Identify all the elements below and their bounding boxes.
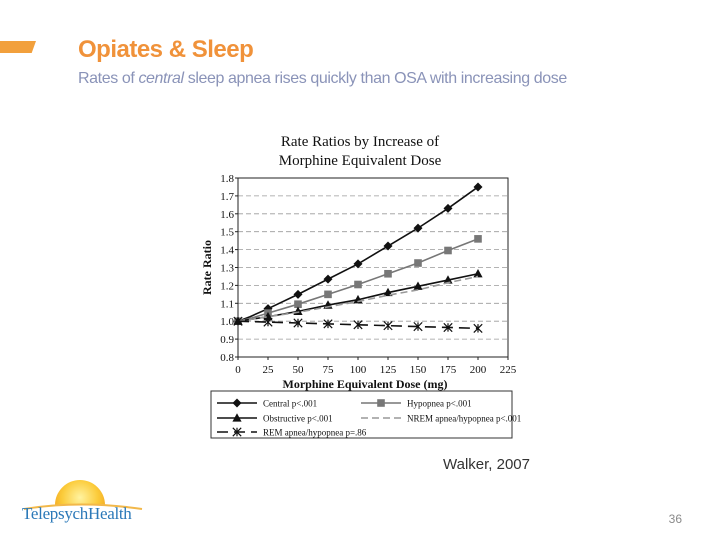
y-tick-label: 1.8 [220, 173, 234, 185]
x-tick-label: 50 [293, 364, 305, 376]
x-tick-label: 25 [263, 364, 275, 376]
series-line-3 [237, 275, 479, 322]
y-tick-label: 0.8 [220, 352, 234, 364]
data-point-0 [353, 259, 363, 269]
x-tick-label: 100 [350, 364, 367, 376]
legend-swatch-marker [377, 399, 385, 407]
series-line-2 [237, 272, 479, 322]
subtitle-post: sleep apnea rises quickly than OSA with … [183, 70, 568, 87]
x-tick-label: 225 [500, 364, 517, 376]
legend-label: NREM apnea/hypopnea p<.001 [407, 414, 521, 424]
subtitle-pre: Rates of [78, 70, 139, 87]
data-point-4 [263, 317, 273, 327]
y-tick-label: 1.1 [220, 298, 234, 310]
y-tick-label: 1.6 [220, 209, 234, 221]
series-line-1 [237, 238, 479, 322]
data-point-2 [263, 311, 273, 321]
y-tick-label: 1.5 [220, 227, 234, 239]
data-point-0 [293, 289, 303, 299]
data-point-2 [443, 275, 453, 284]
chart-title-line: Rate Ratios by Increase of [281, 134, 439, 150]
legend-label: Central p<.001 [263, 399, 317, 409]
y-tick-label: 0.9 [220, 334, 234, 346]
logo-text: TelepsychHealth [22, 504, 132, 523]
citation: Walker, 2007 [443, 456, 530, 473]
x-tick-label: 175 [440, 364, 457, 376]
legend-label: Obstructive p<.001 [263, 414, 333, 424]
x-axis-label: Morphine Equivalent Dose (mg) [283, 377, 448, 391]
data-point-4 [323, 319, 333, 329]
data-point-0 [443, 203, 453, 213]
slide-title: Opiates & Sleep [78, 36, 254, 63]
data-point-1 [294, 300, 302, 308]
data-point-4 [293, 318, 303, 328]
data-point-4 [233, 316, 243, 326]
accent-bar [0, 41, 36, 53]
x-tick-label: 200 [470, 364, 487, 376]
data-point-1 [384, 269, 392, 278]
x-tick-label: 150 [410, 364, 427, 376]
data-point-1 [324, 290, 332, 299]
y-axis-label: Rate Ratio [200, 240, 214, 295]
x-tick-label: 125 [380, 364, 397, 376]
data-point-0 [383, 241, 393, 251]
plot-frame [237, 177, 509, 358]
logo: TelepsychHealth [18, 474, 148, 530]
data-point-0 [323, 274, 333, 284]
y-tick-label: 1.4 [220, 245, 234, 257]
legend-label: Hypopnea p<.001 [407, 399, 472, 409]
data-point-4 [473, 323, 483, 333]
x-tick-label: 0 [235, 364, 241, 376]
series-line-0 [237, 186, 479, 322]
data-point-2 [413, 281, 423, 290]
data-point-4 [413, 321, 423, 332]
legend-swatch-marker [232, 398, 242, 408]
subtitle-emphasis: central [138, 70, 184, 87]
legend-box [210, 390, 513, 439]
chart-title-line: Morphine Equivalent Dose [279, 153, 442, 169]
data-point-1 [354, 280, 362, 289]
legend-swatch-marker [232, 427, 242, 437]
data-point-4 [353, 320, 363, 330]
y-tick-label: 1.3 [220, 263, 234, 275]
y-tick-label: 1.0 [220, 316, 234, 328]
data-point-2 [473, 268, 483, 278]
data-point-1 [444, 246, 452, 255]
x-tick-label: 75 [323, 364, 335, 376]
y-tick-label: 1.2 [220, 280, 234, 292]
legend-label: REM apnea/hypopnea p=.86 [263, 428, 367, 438]
data-point-0 [413, 223, 423, 233]
legend-swatch-marker [232, 413, 242, 422]
y-tick-label: 1.7 [220, 191, 234, 203]
data-point-1 [474, 235, 482, 243]
page-number: 36 [668, 512, 682, 526]
data-point-1 [414, 259, 422, 267]
series-line-4 [237, 320, 479, 330]
data-point-4 [383, 321, 393, 331]
data-point-0 [473, 182, 483, 192]
data-point-4 [443, 322, 453, 333]
slide-subtitle: Rates of central sleep apnea rises quick… [78, 70, 567, 88]
